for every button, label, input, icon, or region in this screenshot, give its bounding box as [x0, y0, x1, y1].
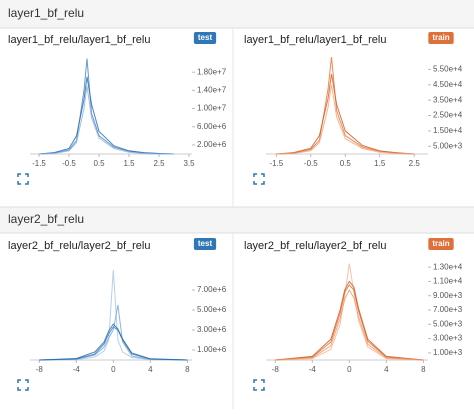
x-tick-label: 2.5 — [409, 159, 421, 168]
y-tick-label: 1.00e+3 — [433, 348, 463, 357]
tag-label: train — [432, 239, 449, 248]
tag — [428, 238, 454, 250]
expand-button[interactable] — [17, 379, 29, 391]
histogram-line — [39, 269, 188, 361]
histogram-line — [38, 58, 175, 155]
x-tick-label: 4 — [148, 365, 153, 374]
y-tick-label: 5.50e+4 — [433, 64, 463, 73]
expand-button[interactable] — [17, 173, 29, 185]
y-tick-label: 3.50e+4 — [433, 95, 463, 104]
histogram-line — [275, 284, 424, 361]
x-tick-label: 3.5 — [183, 159, 195, 168]
y-tick-label: 1.00e+6 — [197, 345, 227, 354]
tag — [428, 32, 454, 44]
expand-button[interactable] — [253, 379, 265, 391]
tag — [193, 32, 217, 44]
y-tick-label: 2.50e+4 — [433, 111, 463, 120]
histogram-line — [275, 288, 424, 361]
histogram-line — [39, 323, 188, 361]
x-tick-label: 4 — [384, 365, 389, 374]
histogram-line — [276, 57, 415, 155]
x-tick-label: 2.5 — [153, 159, 165, 168]
tag-label: test — [198, 33, 213, 42]
chart-title: layer1_bf_relu/layer1_bf_relu — [244, 34, 386, 46]
x-tick-label: -8 — [36, 365, 44, 374]
y-tick-label: 5.00e+6 — [197, 305, 227, 314]
y-tick-label: 6.00e+6 — [197, 122, 227, 131]
x-tick-label: 0 — [111, 365, 116, 374]
tag-label: test — [198, 239, 213, 248]
y-tick-label: 4.50e+4 — [433, 80, 463, 89]
y-tick-label: 1.30e+4 — [433, 262, 463, 271]
y-tick-label: 9.00e+3 — [433, 291, 463, 300]
histogram-line — [39, 326, 188, 361]
y-tick-label: 7.00e+3 — [433, 305, 463, 314]
histogram-line — [39, 304, 188, 361]
y-tick-label: 5.00e+3 — [433, 141, 463, 150]
x-tick-label: -0.5 — [62, 159, 76, 168]
section-title: layer1_bf_relu — [8, 6, 84, 20]
tag-label: train — [432, 33, 449, 42]
x-tick-label: 0.5 — [340, 159, 352, 168]
y-tick-label: 1.80e+7 — [197, 67, 227, 76]
histogram-line — [275, 280, 424, 361]
y-tick-label: 1.10e+4 — [433, 277, 463, 286]
chart-title: layer1_bf_relu/layer1_bf_relu — [8, 34, 150, 46]
x-tick-label: 1.5 — [374, 159, 386, 168]
y-tick-label: 1.50e+4 — [433, 126, 463, 135]
x-tick-label: 0 — [347, 365, 352, 374]
x-tick-label: -1.5 — [269, 159, 283, 168]
histogram-line — [38, 85, 174, 155]
y-tick-label: 1.00e+7 — [197, 104, 227, 113]
y-tick-label: 3.00e+6 — [197, 325, 227, 334]
section-title: layer2_bf_relu — [8, 212, 84, 226]
x-tick-label: -0.5 — [304, 159, 318, 168]
y-tick-label: 5.00e+3 — [433, 319, 463, 328]
section-header — [0, 207, 474, 233]
tag — [193, 238, 217, 250]
x-tick-label: 1.5 — [123, 159, 135, 168]
x-tick-label: 8 — [421, 365, 426, 374]
x-tick-label: 8 — [185, 365, 190, 374]
y-tick-label: 3.00e+3 — [433, 334, 463, 343]
chart-title: layer2_bf_relu/layer2_bf_relu — [244, 240, 386, 252]
x-tick-label: 0.5 — [93, 159, 105, 168]
expand-button[interactable] — [253, 173, 265, 185]
section-header — [0, 0, 474, 28]
x-tick-label: -8 — [272, 365, 280, 374]
y-tick-label: 7.00e+6 — [197, 285, 227, 294]
x-tick-label: -4 — [309, 365, 317, 374]
y-tick-label: 1.40e+7 — [197, 85, 227, 94]
histogram-line — [276, 84, 415, 155]
histogram-line — [38, 76, 175, 155]
x-tick-label: -4 — [73, 365, 81, 374]
histogram-line — [275, 263, 424, 361]
y-tick-label: 2.00e+6 — [197, 140, 227, 149]
x-tick-label: -1.5 — [32, 159, 46, 168]
chart-title: layer2_bf_relu/layer2_bf_relu — [8, 240, 150, 252]
histogram-line — [276, 73, 415, 155]
